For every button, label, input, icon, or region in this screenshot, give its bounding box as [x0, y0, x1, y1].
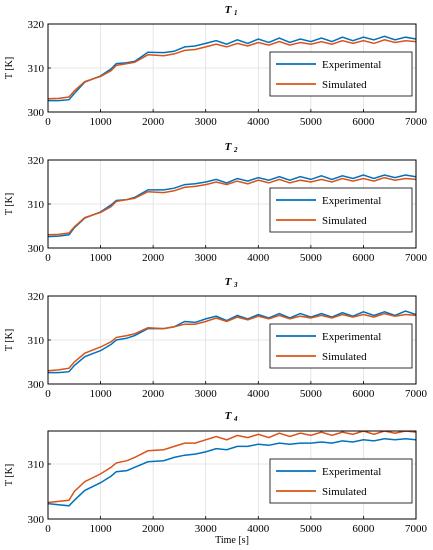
series-line-simulated [48, 312, 416, 372]
x-tick-label: 3000 [195, 252, 218, 264]
series-line-simulated [48, 431, 416, 504]
x-tick-label: 7000 [405, 523, 428, 535]
panel-title-subscript: 3 [233, 281, 238, 289]
legend-label-experimental: Experimental [322, 331, 381, 343]
y-tick-label: 300 [28, 514, 45, 526]
panel-title: T [225, 4, 233, 16]
panel-title: T [225, 410, 233, 422]
panel-4: T 4 0 1000 2000 3000 4000 5000 6000 7000 300 310 T [… [4, 410, 428, 546]
x-tick-label: 2000 [142, 523, 165, 535]
legend: Experimental Simulated [269, 187, 413, 233]
panel-1: T 1 0 1000 2000 3000 4000 5000 6000 7000 300 310 320… [4, 4, 428, 128]
y-tick-label: 320 [28, 291, 45, 303]
y-tick-label: 320 [28, 19, 45, 31]
series-line-experimental [48, 35, 416, 102]
x-tick-label: 5000 [300, 523, 323, 535]
panel-title-subscript: 1 [234, 9, 238, 17]
x-tick-label: 5000 [300, 388, 323, 400]
x-tick-label: 2000 [142, 388, 165, 400]
y-tick-label: 300 [28, 379, 45, 391]
x-tick-label: 4000 [247, 388, 270, 400]
x-tick-label: 2000 [142, 116, 165, 128]
panel-title-subscript: 4 [233, 415, 238, 423]
series-line-experimental [48, 310, 416, 374]
x-tick-label: 0 [45, 252, 51, 264]
x-tick-label: 1000 [90, 252, 113, 264]
legend-label-simulated: Simulated [322, 351, 367, 363]
panel-3: T 3 0 1000 2000 3000 4000 5000 6000 7000 300 310 320… [4, 276, 428, 400]
x-tick-label: 0 [45, 523, 51, 535]
x-tick-label: 6000 [352, 523, 375, 535]
series-line-experimental [48, 437, 416, 507]
series-line-simulated [48, 39, 416, 100]
legend-label-simulated: Simulated [322, 79, 367, 91]
x-tick-label: 3000 [195, 116, 218, 128]
x-tick-label: 7000 [405, 252, 428, 264]
y-tick-label: 310 [28, 459, 45, 471]
x-tick-label: 4000 [247, 116, 270, 128]
panel-2: T 2 0 1000 2000 3000 4000 5000 6000 7000 300 310 320… [4, 141, 428, 264]
legend-label-experimental: Experimental [322, 466, 381, 478]
x-tick-label: 6000 [352, 252, 375, 264]
y-axis-label: T [K] [4, 329, 15, 351]
y-axis-label: T [K] [4, 464, 15, 486]
panel-title-subscript: 2 [233, 146, 238, 154]
legend-box [269, 458, 413, 504]
y-tick-label: 320 [28, 155, 45, 167]
x-axis-label: Time [s] [215, 535, 249, 546]
legend-label-simulated: Simulated [322, 486, 367, 498]
series-line-simulated [48, 176, 416, 236]
x-tick-label: 7000 [405, 388, 428, 400]
x-tick-label: 1000 [90, 523, 113, 535]
y-tick-label: 310 [28, 63, 45, 75]
legend: Experimental Simulated [269, 323, 413, 369]
y-axis-label: T [K] [4, 57, 15, 79]
legend-label-simulated: Simulated [322, 215, 367, 227]
legend-box [269, 51, 413, 97]
legend: Experimental Simulated [269, 51, 413, 97]
y-tick-label: 300 [28, 107, 45, 119]
x-tick-label: 6000 [352, 388, 375, 400]
x-tick-label: 7000 [405, 116, 428, 128]
panel-title: T [225, 276, 233, 288]
x-tick-label: 0 [45, 116, 51, 128]
y-tick-label: 310 [28, 199, 45, 211]
x-tick-label: 0 [45, 388, 51, 400]
legend-box [269, 187, 413, 233]
axes-box [47, 430, 417, 520]
series-line-experimental [48, 174, 416, 238]
y-axis-label: T [K] [4, 193, 15, 215]
y-tick-label: 300 [28, 243, 45, 255]
x-tick-label: 4000 [247, 252, 270, 264]
x-tick-label: 5000 [300, 116, 323, 128]
x-tick-label: 1000 [90, 116, 113, 128]
x-tick-label: 4000 [247, 523, 270, 535]
legend-box [269, 323, 413, 369]
x-tick-label: 3000 [195, 388, 218, 400]
legend-label-experimental: Experimental [322, 59, 381, 71]
x-tick-label: 3000 [195, 523, 218, 535]
panel-title: T [225, 141, 233, 153]
y-tick-label: 310 [28, 335, 45, 347]
x-tick-label: 6000 [352, 116, 375, 128]
x-tick-label: 1000 [90, 388, 113, 400]
x-tick-label: 2000 [142, 252, 165, 264]
legend: Experimental Simulated [269, 458, 413, 504]
x-tick-label: 5000 [300, 252, 323, 264]
legend-label-experimental: Experimental [322, 195, 381, 207]
